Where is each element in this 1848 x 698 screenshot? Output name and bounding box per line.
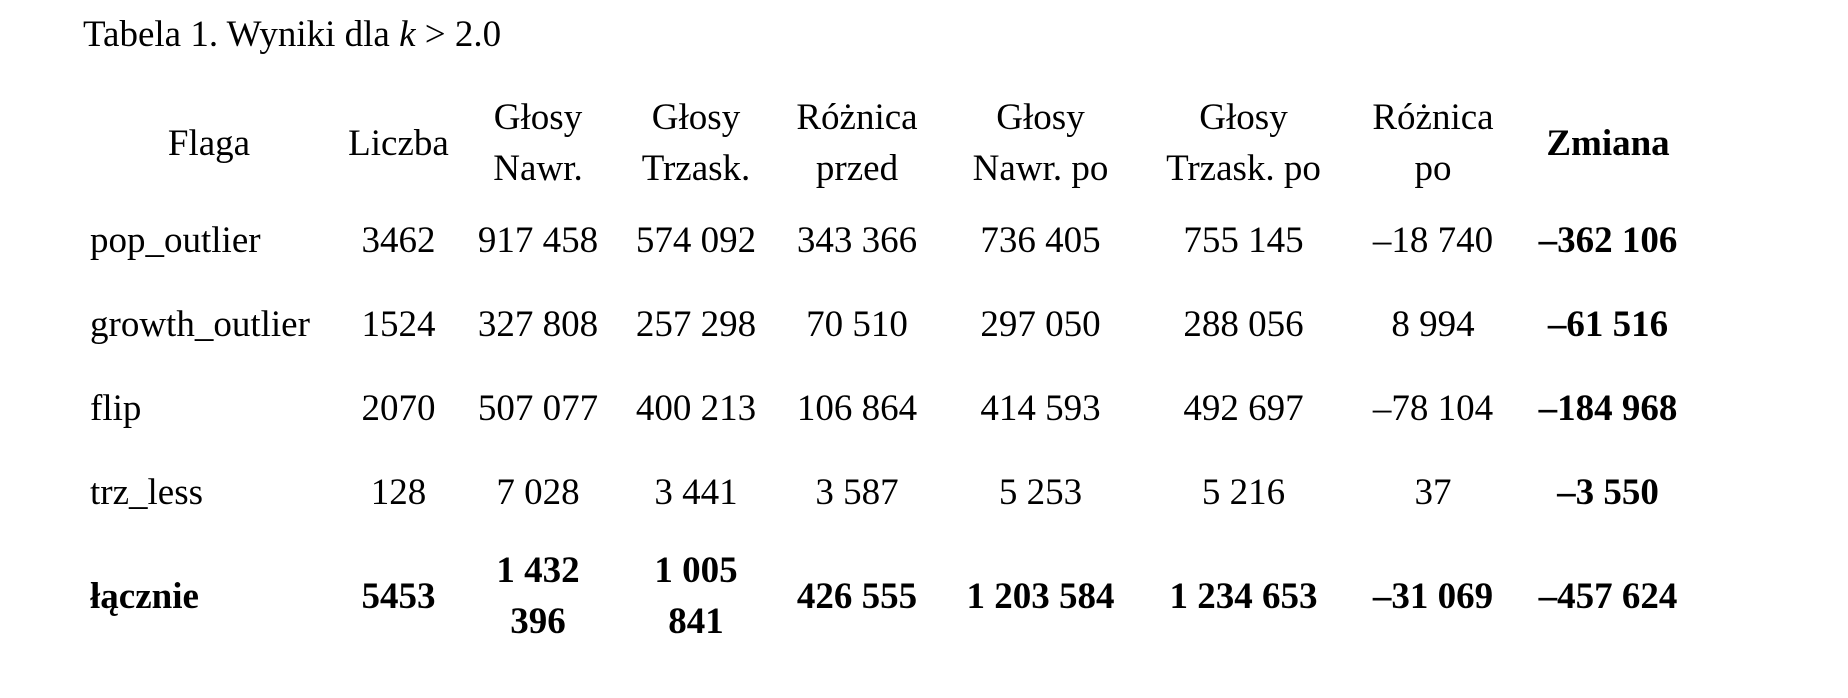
cell-votes-trzask: 257 298	[635, 303, 757, 345]
header-change: Zmiana	[1546, 122, 1670, 164]
cell-votes-trzask: 400 213	[635, 387, 757, 429]
cell-votes-trzask: 3 441	[654, 471, 738, 513]
cell-votes-nawr-after: 5 253	[998, 471, 1083, 513]
cell-diff-before: 106 864	[796, 387, 918, 429]
cell-diff-before: 70 510	[806, 303, 908, 345]
cell-change: –3 550	[1557, 471, 1659, 513]
cell-votes-trzask-after: 755 145	[1183, 219, 1304, 261]
total-change: –457 624	[1538, 575, 1678, 617]
cell-diff-before: 343 366	[796, 219, 918, 261]
results-table: Flaga Liczba Głosy Nawr. Głosy Trzask. Róż…	[80, 88, 1695, 658]
cell-votes-nawr: 7 028	[496, 471, 580, 513]
caption-prefix: Tabela 1. Wyniki dla	[83, 14, 400, 55]
cell-count: 2070	[361, 387, 436, 429]
cell-flag: trz_less	[90, 471, 204, 513]
total-diff-after: –31 069	[1372, 575, 1494, 617]
cell-diff-after: –78 104	[1372, 387, 1494, 429]
header-count: Liczba	[348, 122, 449, 164]
header-row: Flaga Liczba Głosy Nawr. Głosy Trzask. Róż…	[80, 88, 1695, 198]
total-votes-nawr: 1 432 396	[496, 550, 580, 642]
cell-diff-after: 37	[1414, 471, 1452, 513]
cell-count: 1524	[361, 303, 436, 345]
cell-votes-trzask-after: 492 697	[1183, 387, 1304, 429]
header-votes-nawr-after: Głosy Nawr. po	[972, 97, 1109, 189]
header-votes-trzask: Głosy Trzask.	[641, 97, 751, 189]
total-label: łącznie	[90, 575, 199, 617]
cell-flag: growth_outlier	[90, 303, 310, 345]
header-diff-after: Różnica po	[1372, 97, 1494, 189]
total-count: 5453	[361, 575, 436, 617]
cell-votes-nawr: 917 458	[477, 219, 599, 261]
total-votes-trzask-after: 1 234 653	[1169, 575, 1318, 617]
header-diff-before: Różnica przed	[796, 97, 918, 189]
cell-flag: flip	[90, 387, 142, 429]
header-votes-nawr: Głosy Nawr.	[493, 97, 583, 189]
total-row: łącznie 5453 1 432 396 1 005 841 426 555 1…	[80, 534, 1695, 658]
cell-votes-nawr: 327 808	[477, 303, 599, 345]
table-row: flip 2070 507 077 400 213 106 864 414 59…	[80, 366, 1695, 450]
cell-change: –362 106	[1538, 219, 1678, 261]
cell-diff-after: –18 740	[1372, 219, 1494, 261]
table-caption: Tabela 1. Wyniki dla k > 2.0	[83, 8, 501, 62]
cell-change: –184 968	[1538, 387, 1678, 429]
total-votes-trzask: 1 005 841	[654, 550, 738, 642]
cell-votes-nawr: 507 077	[477, 387, 599, 429]
caption-suffix: > 2.0	[415, 14, 502, 55]
table-row: pop_outlier 3462 917 458 574 092 343 366…	[80, 198, 1695, 282]
cell-diff-before: 3 587	[815, 471, 899, 513]
header-flag: Flaga	[167, 122, 251, 164]
cell-votes-nawr-after: 736 405	[980, 219, 1101, 261]
cell-votes-trzask: 574 092	[635, 219, 757, 261]
caption-variable: k	[399, 14, 416, 55]
cell-votes-nawr-after: 414 593	[980, 387, 1101, 429]
total-diff-before: 426 555	[796, 575, 918, 617]
table-row: trz_less 128 7 028 3 441 3 587 5 253 5 2…	[80, 450, 1695, 534]
cell-count: 128	[370, 471, 427, 513]
table-row: growth_outlier 1524 327 808 257 298 70 5…	[80, 282, 1695, 366]
header-votes-trzask-after: Głosy Trzask. po	[1166, 97, 1321, 189]
cell-diff-after: 8 994	[1391, 303, 1475, 345]
cell-count: 3462	[361, 219, 436, 261]
cell-votes-trzask-after: 5 216	[1201, 471, 1286, 513]
cell-change: –61 516	[1547, 303, 1669, 345]
cell-flag: pop_outlier	[90, 219, 261, 261]
total-votes-nawr-after: 1 203 584	[966, 575, 1115, 617]
cell-votes-trzask-after: 288 056	[1183, 303, 1304, 345]
cell-votes-nawr-after: 297 050	[980, 303, 1101, 345]
